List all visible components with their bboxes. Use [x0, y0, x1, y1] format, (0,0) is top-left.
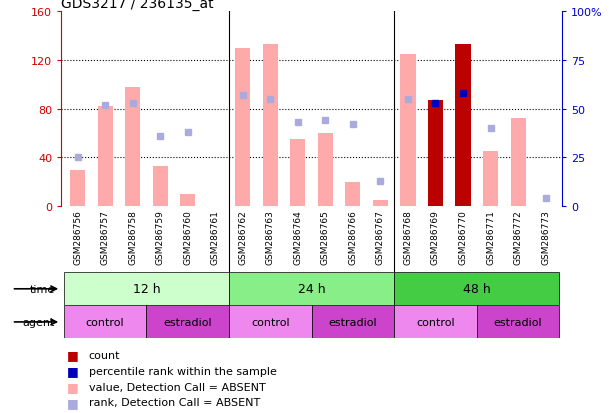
Text: GSM286759: GSM286759 — [156, 210, 165, 265]
Bar — [180, 195, 196, 206]
Bar — [98, 107, 112, 206]
Bar — [394, 306, 477, 339]
Text: GSM286771: GSM286771 — [486, 210, 495, 265]
Text: value, Detection Call = ABSENT: value, Detection Call = ABSENT — [89, 382, 265, 392]
Text: estradiol: estradiol — [163, 317, 212, 327]
Text: GSM286772: GSM286772 — [514, 210, 522, 264]
Bar — [235, 49, 251, 206]
Bar — [153, 166, 168, 206]
Bar — [64, 273, 229, 306]
Bar — [455, 45, 470, 206]
Text: GSM286758: GSM286758 — [128, 210, 137, 265]
Text: GSM286760: GSM286760 — [183, 210, 192, 265]
Bar — [229, 306, 312, 339]
Bar — [483, 152, 498, 206]
Text: estradiol: estradiol — [329, 317, 377, 327]
Bar — [64, 306, 147, 339]
Text: 24 h: 24 h — [298, 282, 326, 296]
Text: GDS3217 / 236135_at: GDS3217 / 236135_at — [61, 0, 214, 12]
Bar — [511, 119, 525, 206]
Bar — [477, 306, 559, 339]
Bar — [125, 88, 141, 206]
Text: GSM286769: GSM286769 — [431, 210, 440, 265]
Bar — [263, 45, 278, 206]
Text: GSM286765: GSM286765 — [321, 210, 330, 265]
Bar — [70, 170, 85, 206]
Text: 48 h: 48 h — [463, 282, 491, 296]
Bar — [428, 101, 443, 206]
Text: ■: ■ — [67, 364, 79, 377]
Text: control: control — [416, 317, 455, 327]
Text: GSM286757: GSM286757 — [101, 210, 109, 265]
Text: 12 h: 12 h — [133, 282, 160, 296]
Bar — [147, 306, 229, 339]
Text: GSM286762: GSM286762 — [238, 210, 247, 264]
Text: percentile rank within the sample: percentile rank within the sample — [89, 366, 276, 376]
Bar — [312, 306, 394, 339]
Text: GSM286773: GSM286773 — [541, 210, 550, 265]
Text: time: time — [30, 284, 55, 294]
Text: GSM286763: GSM286763 — [266, 210, 275, 265]
Text: ■: ■ — [67, 380, 79, 393]
Bar — [345, 182, 360, 206]
Bar — [394, 273, 559, 306]
Text: ■: ■ — [67, 396, 79, 409]
Bar — [229, 273, 394, 306]
Bar — [400, 55, 415, 206]
Text: GSM286770: GSM286770 — [458, 210, 467, 265]
Text: GSM286767: GSM286767 — [376, 210, 385, 265]
Bar — [318, 134, 333, 206]
Text: control: control — [86, 317, 125, 327]
Text: GSM286766: GSM286766 — [348, 210, 357, 265]
Text: control: control — [251, 317, 290, 327]
Bar — [373, 200, 388, 206]
Text: GSM286761: GSM286761 — [211, 210, 220, 265]
Text: agent: agent — [23, 317, 55, 327]
Text: count: count — [89, 350, 120, 360]
Text: GSM286764: GSM286764 — [293, 210, 302, 264]
Text: rank, Detection Call = ABSENT: rank, Detection Call = ABSENT — [89, 397, 260, 407]
Text: GSM286768: GSM286768 — [403, 210, 412, 265]
Text: estradiol: estradiol — [494, 317, 543, 327]
Bar — [290, 140, 306, 206]
Text: GSM286756: GSM286756 — [73, 210, 82, 265]
Text: ■: ■ — [67, 349, 79, 362]
